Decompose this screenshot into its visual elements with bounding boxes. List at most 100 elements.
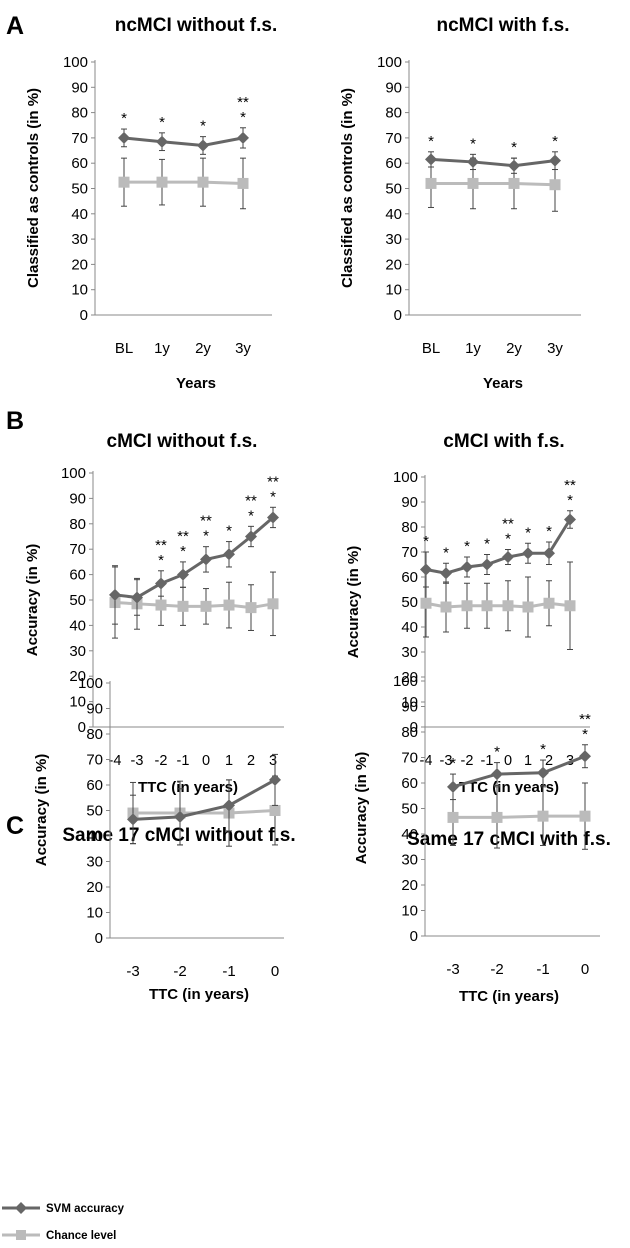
y-axis-label: Accuracy (in %): [33, 754, 50, 867]
significance-label: *: [567, 492, 573, 509]
data-point: [461, 561, 473, 573]
x-tick-label: 2y: [195, 340, 211, 357]
data-point: [127, 813, 139, 826]
x-tick-label: -1: [222, 963, 235, 980]
y-tick-label: 90: [71, 79, 88, 96]
data-point: [269, 773, 281, 786]
significance-label: *: [158, 552, 164, 569]
y-axis-label: Accuracy (in %): [24, 544, 41, 657]
y-tick-label: 30: [401, 644, 418, 661]
series-svm: [118, 127, 249, 155]
series-line: [114, 516, 274, 600]
y-tick-label: 40: [385, 206, 402, 223]
chart-title: Same 17 cMCI with f.s.: [407, 829, 611, 850]
data-point: [502, 551, 514, 563]
x-tick-label: -3: [131, 753, 144, 769]
y-tick-label: 40: [69, 617, 86, 634]
y-tick-label: 30: [385, 231, 402, 248]
y-tick-label: 70: [86, 752, 103, 769]
data-point: [543, 547, 555, 560]
data-point: [447, 811, 459, 823]
x-tick-label: 2: [247, 753, 255, 769]
series-line: [430, 157, 556, 168]
legend-svm: SVM accuracy: [2, 1202, 125, 1215]
series-line: [431, 181, 556, 187]
chart-title: ncMCI with f.s.: [437, 15, 570, 36]
y-tick-label: 60: [69, 567, 86, 584]
y-tick-label: 80: [401, 724, 418, 741]
significance-label: *: [484, 536, 490, 553]
significance-label: *: [464, 538, 470, 555]
x-tick-label: BL: [422, 340, 440, 357]
x-tick-label: 0: [504, 753, 512, 769]
data-point: [543, 597, 555, 609]
data-point: [549, 179, 561, 191]
data-point: [579, 810, 591, 822]
y-tick-label: 100: [377, 54, 402, 71]
y-tick-label: 0: [410, 928, 418, 945]
significance-label: *: [552, 133, 558, 150]
y-tick-label: 0: [80, 307, 88, 324]
data-point: [425, 177, 437, 189]
chart-title: Same 17 cMCI without f.s.: [62, 825, 295, 846]
y-tick-label: 10: [86, 905, 103, 922]
data-point: [564, 513, 576, 526]
significance-label: *: [494, 744, 500, 761]
data-point: [223, 599, 235, 611]
significance-label: *: [443, 544, 449, 561]
y-tick-label: 30: [86, 854, 103, 871]
legend-chance: Chance level: [2, 1230, 116, 1242]
data-point: [420, 597, 432, 609]
legend: SVM accuracy Chance level: [2, 1202, 125, 1242]
data-point: [269, 805, 281, 816]
y-tick-label: 70: [71, 130, 88, 147]
data-point: [109, 588, 121, 601]
chart-2: ncMCI with f.s. 0 10 20 30 40 50 60 70 80 90 100 BL 1…: [339, 15, 581, 392]
x-tick-label: 3: [269, 753, 277, 769]
chart-5: Same 17 cMCI without f.s.010203040506070…: [33, 675, 296, 1003]
y-tick-label: 80: [86, 726, 103, 743]
data-point: [177, 600, 189, 612]
data-point: [508, 177, 520, 189]
data-point: [461, 600, 473, 612]
data-point: [440, 567, 452, 580]
y-tick-label: 60: [71, 155, 88, 172]
chart-6: Same 17 cMCI with f.s.010203040506070809…: [353, 673, 611, 1005]
x-tick-label: -1: [177, 753, 190, 769]
data-point: [156, 135, 168, 148]
y-tick-label: 80: [69, 516, 86, 533]
x-tick-label: 3y: [547, 340, 563, 357]
y-tick-label: 90: [385, 79, 402, 96]
series-svm: [420, 510, 576, 588]
y-tick-label: 20: [69, 668, 86, 685]
y-tick-label: 50: [71, 181, 88, 198]
data-point: [245, 602, 257, 614]
y-tick-label: 0: [394, 307, 402, 324]
x-tick-label: -1: [481, 753, 494, 769]
data-point: [502, 600, 514, 612]
data-point: [447, 780, 459, 793]
x-tick-label: -2: [155, 753, 168, 769]
data-point: [118, 131, 130, 144]
y-tick-label: 50: [401, 801, 418, 818]
x-tick-label: 1: [225, 753, 233, 769]
y-axis-label: Classified as controls (in %): [339, 88, 356, 288]
y-tick-label: 10: [385, 282, 402, 299]
series-line: [124, 180, 244, 185]
chart-title: ncMCI without f.s.: [115, 15, 278, 36]
y-tick-label: 60: [86, 777, 103, 794]
series-line: [132, 778, 276, 821]
x-axis-label: Years: [176, 375, 216, 392]
y-tick-label: 100: [393, 469, 418, 486]
y-tick-label: 100: [61, 465, 86, 482]
series-line: [133, 809, 276, 815]
data-point: [197, 176, 209, 188]
x-tick-label: BL: [115, 340, 133, 357]
data-point: [177, 568, 189, 581]
significance-label: *: [180, 543, 186, 560]
x-tick-label: 2y: [506, 340, 522, 357]
series-line: [453, 814, 585, 819]
y-tick-label: 20: [86, 879, 103, 896]
